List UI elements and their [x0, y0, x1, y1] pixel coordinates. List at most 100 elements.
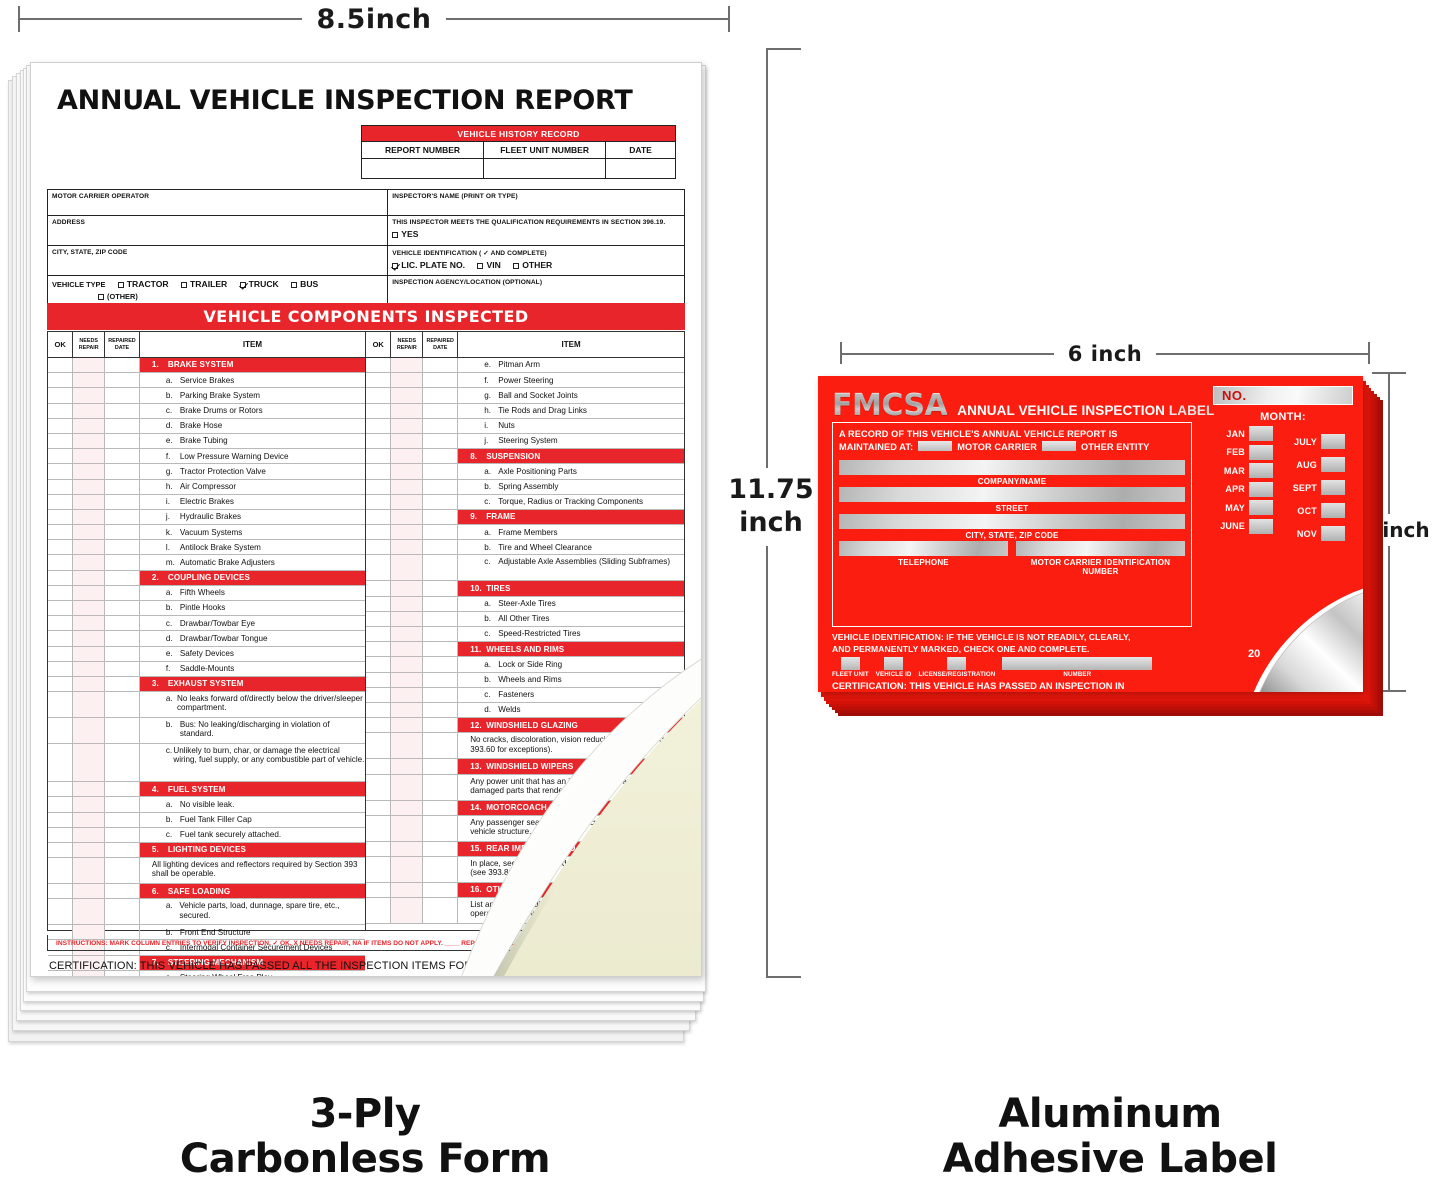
cell-repaired-date[interactable]: [423, 525, 459, 540]
cell-needs-repair[interactable]: [391, 882, 424, 898]
cell-needs-repair[interactable]: [391, 733, 424, 759]
cell-repaired-date[interactable]: [105, 858, 140, 884]
cell-repaired-date[interactable]: [105, 555, 140, 570]
cell-ok[interactable]: [366, 774, 392, 800]
cell-ok[interactable]: [48, 388, 74, 403]
cell-needs-repair[interactable]: [391, 418, 424, 433]
cell-repaired-date[interactable]: [105, 509, 140, 525]
cell-needs-repair[interactable]: [73, 899, 106, 925]
checkbox-license-registration[interactable]: [947, 657, 967, 670]
cell-needs-repair[interactable]: [391, 358, 424, 373]
cell-needs-repair[interactable]: [391, 702, 424, 718]
field-inspector-name[interactable]: INSPECTOR'S NAME (PRINT OR TYPE): [388, 190, 684, 215]
cell-repaired-date[interactable]: [423, 841, 459, 856]
cell-ok[interactable]: [366, 449, 392, 464]
cell-needs-repair[interactable]: [73, 940, 106, 955]
cell-needs-repair[interactable]: [391, 464, 424, 479]
cell-ok[interactable]: [366, 433, 392, 449]
cell-repaired-date[interactable]: [105, 494, 140, 509]
cell-ok[interactable]: [366, 733, 392, 759]
cell-ok[interactable]: [366, 418, 392, 433]
cell-ok[interactable]: [366, 596, 392, 611]
cell-repaired-date[interactable]: [423, 856, 459, 882]
cell-needs-repair[interactable]: [391, 627, 424, 642]
cell-needs-repair[interactable]: [73, 525, 106, 540]
cell-repaired-date[interactable]: [105, 884, 140, 899]
cell-needs-repair[interactable]: [73, 718, 106, 744]
cell-repaired-date[interactable]: [105, 955, 140, 970]
cell-repaired-date[interactable]: [105, 940, 140, 955]
cell-ok[interactable]: [48, 925, 74, 940]
month-checkbox-may[interactable]: [1249, 500, 1273, 515]
cell-ok[interactable]: [366, 611, 392, 626]
cell-repaired-date[interactable]: [423, 464, 459, 479]
cell-ok[interactable]: [48, 403, 74, 418]
month-checkbox-mar[interactable]: [1249, 463, 1273, 478]
checkbox-truck[interactable]: [239, 281, 246, 288]
cell-needs-repair[interactable]: [391, 611, 424, 626]
cell-ok[interactable]: [48, 418, 74, 433]
cell-repaired-date[interactable]: [423, 815, 459, 841]
cell-ok[interactable]: [366, 898, 392, 924]
cell-ok[interactable]: [48, 433, 74, 449]
cell-repaired-date[interactable]: [423, 687, 459, 702]
cell-needs-repair[interactable]: [73, 449, 106, 464]
cell-needs-repair[interactable]: [73, 955, 106, 970]
field-motor-carrier-id[interactable]: [1016, 540, 1185, 556]
cell-needs-repair[interactable]: [391, 841, 424, 856]
cell-ok[interactable]: [366, 540, 392, 555]
cell-ok[interactable]: [366, 672, 392, 687]
cell-needs-repair[interactable]: [73, 631, 106, 646]
cell-ok[interactable]: [48, 661, 74, 676]
cell-repaired-date[interactable]: [105, 692, 140, 718]
cell-repaired-date[interactable]: [105, 433, 140, 449]
cell-repaired-date[interactable]: [423, 657, 459, 672]
cell-repaired-date[interactable]: [105, 358, 140, 373]
field-address[interactable]: ADDRESS: [48, 216, 389, 245]
month-checkbox-jan[interactable]: [1249, 426, 1273, 441]
cell-ok[interactable]: [366, 856, 392, 882]
cell-needs-repair[interactable]: [391, 596, 424, 611]
cell-ok[interactable]: [48, 858, 74, 884]
cell-repaired-date[interactable]: [105, 842, 140, 858]
checkbox-bus[interactable]: [291, 281, 298, 288]
cell-needs-repair[interactable]: [391, 388, 424, 403]
cell-needs-repair[interactable]: [73, 692, 106, 718]
cell-ok[interactable]: [366, 403, 392, 418]
cell-repaired-date[interactable]: [105, 540, 140, 555]
cell-ok[interactable]: [366, 479, 392, 494]
cell-needs-repair[interactable]: [391, 800, 424, 815]
cell-needs-repair[interactable]: [391, 525, 424, 540]
cell-needs-repair[interactable]: [391, 642, 424, 657]
cell-repaired-date[interactable]: [423, 540, 459, 555]
cell-needs-repair[interactable]: [73, 570, 106, 585]
cell-needs-repair[interactable]: [391, 479, 424, 494]
checkbox-trailer[interactable]: [181, 281, 188, 288]
cell-ok[interactable]: [366, 581, 392, 596]
cell-repaired-date[interactable]: [423, 596, 459, 611]
cell-repaired-date[interactable]: [423, 774, 459, 800]
cell-ok[interactable]: [366, 657, 392, 672]
cell-needs-repair[interactable]: [391, 449, 424, 464]
field-number[interactable]: [1002, 657, 1153, 670]
cell-repaired-date[interactable]: [105, 388, 140, 403]
cell-needs-repair[interactable]: [73, 585, 106, 600]
checkbox-other-entity[interactable]: [1041, 441, 1076, 452]
cell-ok[interactable]: [48, 797, 74, 812]
cell-repaired-date[interactable]: [423, 718, 459, 733]
cell-ok[interactable]: [366, 555, 392, 581]
cell-repaired-date[interactable]: [423, 403, 459, 418]
cell-needs-repair[interactable]: [73, 388, 106, 403]
cell-ok[interactable]: [366, 494, 392, 509]
cell-ok[interactable]: [366, 373, 392, 388]
cell-ok[interactable]: [48, 827, 74, 842]
cell-ok[interactable]: [366, 388, 392, 403]
cell-ok[interactable]: [48, 940, 74, 955]
cell-repaired-date[interactable]: [105, 570, 140, 585]
field-motor-carrier-operator[interactable]: MOTOR CARRIER OPERATOR: [48, 190, 389, 215]
cell-repaired-date[interactable]: [105, 925, 140, 940]
checkbox-vehicle-id[interactable]: [884, 657, 904, 670]
cell-needs-repair[interactable]: [73, 403, 106, 418]
field-company-name[interactable]: [839, 459, 1185, 475]
cell-ok[interactable]: [366, 815, 392, 841]
